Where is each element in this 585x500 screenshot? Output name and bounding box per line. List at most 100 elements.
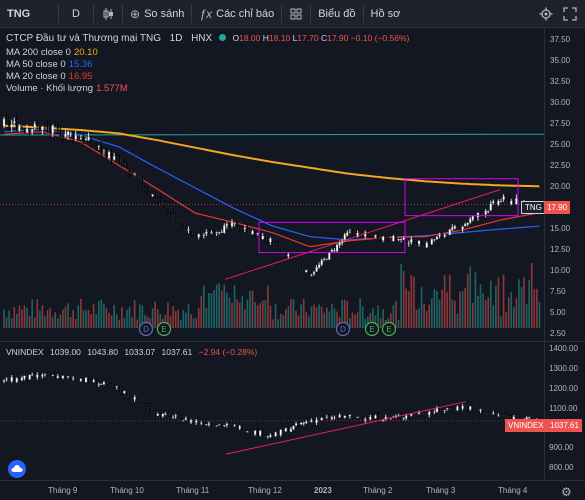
index-candle-body: [118, 385, 121, 390]
price-tick-label: 2.50: [550, 329, 566, 338]
index-symbol: VNINDEX: [6, 347, 44, 357]
candle-body: [197, 233, 200, 238]
time-tick-label: Tháng 4: [498, 486, 528, 495]
candle-body: [428, 241, 431, 244]
chart-type-label: Biểu đồ: [318, 7, 356, 20]
candle-body: [435, 236, 439, 240]
tradingview-logo[interactable]: [8, 460, 26, 478]
templates-button[interactable]: [282, 0, 310, 28]
price-tick-label: 12.50: [550, 245, 571, 255]
volume-bar: [305, 312, 308, 328]
volume-bar: [179, 319, 182, 328]
index-candle-body: [138, 400, 141, 403]
candle-body: [87, 136, 90, 141]
index-candle-body: [72, 378, 75, 380]
volume-bar: [261, 300, 264, 328]
volume-bar: [282, 314, 285, 328]
profile-button[interactable]: Hồ sơ: [364, 0, 408, 28]
volume-bar: [359, 298, 361, 328]
index-candle-body: [430, 411, 433, 413]
volume-bar: [500, 316, 502, 328]
indicator-ma200[interactable]: MA 200 close 0 20.10: [6, 47, 409, 59]
volume-bar: [231, 302, 233, 328]
symbol-title: CTCP Đầu tư và Thương mại TNG: [6, 33, 161, 44]
volume-bar: [277, 319, 279, 328]
index-candle-body: [287, 427, 290, 433]
index-candle-body: [87, 377, 90, 382]
indicator-ma50[interactable]: MA 50 close 0 15.36: [6, 59, 409, 71]
time-tick-label: Tháng 10: [110, 486, 144, 495]
index-candle-body: [187, 417, 190, 422]
index-candle-body: [328, 416, 331, 420]
index-candle-body: [343, 415, 346, 418]
index-candle-body: [351, 414, 354, 416]
volume-bar: [489, 280, 492, 328]
symbol-search[interactable]: TNG: [0, 0, 58, 28]
bar-style-button[interactable]: [94, 0, 122, 28]
plus-circle-icon: ⊕: [130, 6, 141, 21]
chart-type-button[interactable]: Biểu đồ: [311, 0, 362, 28]
gear-icon[interactable]: [539, 7, 553, 21]
volume-bar: [185, 312, 187, 328]
candle-body: [31, 129, 34, 132]
volume-bar: [28, 316, 31, 328]
compare-button[interactable]: ⊕ So sánh: [123, 0, 191, 28]
volume-bar: [105, 307, 108, 328]
index-candle-body: [18, 378, 21, 380]
candle-body: [148, 193, 152, 196]
candle-body: [356, 232, 359, 238]
volume-bar: [21, 309, 23, 328]
volume-bar: [351, 312, 354, 328]
volume-bar: [241, 295, 244, 328]
time-axis-settings-icon[interactable]: ⚙: [561, 485, 572, 499]
candle-body: [481, 213, 485, 215]
high-value: 18.10: [268, 33, 291, 43]
index-candle-body: [256, 430, 259, 436]
candle-body: [146, 189, 149, 193]
index-candle-body: [36, 374, 39, 378]
candle-body: [335, 244, 339, 252]
index-candle-body: [43, 373, 47, 376]
index-candle-body: [46, 373, 49, 375]
indicator-volume[interactable]: Volume · Khối lượng 1.577M: [6, 83, 409, 95]
fullscreen-icon[interactable]: [563, 7, 577, 21]
index-candle-body: [212, 425, 216, 428]
index-candle-body: [225, 423, 229, 426]
volume-bar: [121, 307, 123, 328]
candle-body: [61, 135, 65, 138]
index-candle-body: [282, 429, 285, 433]
index-candle-body: [161, 413, 164, 417]
index-candle-body: [458, 405, 462, 409]
volume-bar: [54, 312, 57, 328]
candle-body: [182, 221, 185, 224]
candle-body: [448, 229, 451, 236]
volume-bar: [149, 318, 151, 328]
index-candle-body: [246, 431, 249, 433]
volume-bar: [172, 306, 174, 328]
toolbar-divider: [58, 4, 59, 23]
index-candle-body: [502, 415, 505, 417]
time-tick-label: 2023: [314, 486, 332, 495]
indicator-ma20[interactable]: MA 20 close 0 16.95: [6, 71, 409, 83]
compare-label: So sánh: [144, 7, 185, 20]
candle-body: [402, 237, 405, 240]
candle-body: [417, 240, 421, 245]
ohlc-readout: O18.00 H18.10 L17.70 C17.90 −0.10 (−0.56…: [232, 33, 409, 43]
index-candle-body: [146, 405, 149, 408]
volume-bar: [177, 309, 180, 328]
market-status-dot: [218, 34, 226, 41]
volume-bar: [392, 305, 395, 328]
candle-body: [325, 258, 328, 260]
interval-button[interactable]: D: [59, 0, 93, 28]
candle-body: [307, 270, 311, 276]
indicators-button[interactable]: ƒx Các chỉ báo: [192, 0, 281, 28]
fx-icon: ƒx: [199, 6, 213, 21]
index-candle-body: [338, 414, 341, 418]
candle-body: [494, 202, 498, 204]
volume-bar: [36, 298, 39, 328]
toolbar-right-tools: [539, 0, 577, 28]
index-candle-body: [307, 420, 311, 423]
volume-bar: [205, 307, 208, 328]
volume-bar: [215, 284, 218, 328]
